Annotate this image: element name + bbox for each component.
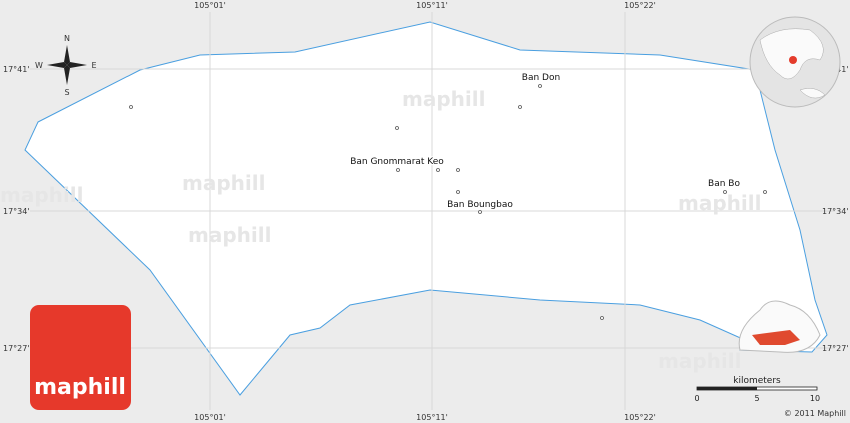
- place-label: Ban Don: [522, 73, 560, 83]
- longitude-label: 105°11': [416, 413, 448, 422]
- place-dot: [600, 316, 604, 320]
- globe: [749, 16, 841, 108]
- compass-needle: [67, 62, 87, 68]
- place-dot: [436, 168, 440, 172]
- place-dot: [396, 168, 400, 172]
- watermark: maphill: [188, 223, 271, 247]
- place-dot: [395, 126, 399, 130]
- globe-land: [759, 28, 824, 80]
- globe-marker: [789, 56, 797, 64]
- place-dot: [129, 105, 133, 109]
- logo-text: maphill: [34, 375, 126, 400]
- place-label: Ban Gnommarat Keo: [350, 157, 444, 167]
- place-labels: Ban Don Ban Gnommarat Keo Ban Boungbao B…: [349, 72, 742, 212]
- inset: [738, 300, 821, 353]
- globe-land: [799, 88, 826, 99]
- latitude-label: 17°27': [822, 344, 849, 353]
- graticule: [30, 12, 835, 410]
- logo-box: [30, 305, 131, 410]
- place-dot: [456, 190, 460, 194]
- scale-label: 0: [694, 394, 699, 403]
- compass-east: E: [91, 61, 96, 70]
- scale-bar: kilometers 0 5 10: [694, 376, 820, 403]
- latitude-label: 17°34': [3, 207, 30, 216]
- longitude-label: 105°01': [194, 1, 226, 10]
- compass: N S W E: [35, 34, 96, 97]
- latitude-label: 17°27': [3, 344, 30, 353]
- watermarks: maphill maphill maphill maphill maphill …: [0, 87, 761, 373]
- longitude-label: 105°22': [624, 413, 656, 422]
- place-label: Ban Boungbao: [447, 200, 513, 210]
- longitude-label: 105°01': [194, 413, 226, 422]
- longitude-label: 105°11': [416, 1, 448, 10]
- watermark: maphill: [658, 349, 741, 373]
- place-label: Ban Bo: [708, 179, 740, 189]
- latitude-label: 17°41': [3, 65, 30, 74]
- watermark: maphill: [402, 87, 485, 111]
- watermark: maphill: [0, 183, 83, 207]
- watermark: maphill: [678, 191, 761, 215]
- latitude-label: 17°34': [822, 207, 849, 216]
- place-dot: [518, 105, 522, 109]
- copyright: © 2011 Maphill: [784, 409, 846, 418]
- scale-label: 10: [810, 394, 820, 403]
- scale-label: 5: [754, 394, 759, 403]
- place-dot: [538, 84, 542, 88]
- scale-unit: kilometers: [733, 376, 781, 386]
- compass-needle: [64, 65, 70, 85]
- logo: maphill: [30, 305, 131, 410]
- inset-highlight: [752, 330, 800, 345]
- longitude-label: 105°22': [624, 1, 656, 10]
- place-dot: [723, 190, 727, 194]
- watermark: maphill: [182, 171, 265, 195]
- compass-needle: [47, 62, 67, 68]
- place-dot: [456, 168, 460, 172]
- compass-west: W: [35, 61, 43, 70]
- scale-bar-segment: [697, 387, 757, 390]
- compass-needle: [64, 45, 70, 65]
- compass-south: S: [64, 88, 69, 97]
- compass-north: N: [64, 34, 70, 43]
- place-dot: [763, 190, 767, 194]
- place-dot: [478, 210, 482, 214]
